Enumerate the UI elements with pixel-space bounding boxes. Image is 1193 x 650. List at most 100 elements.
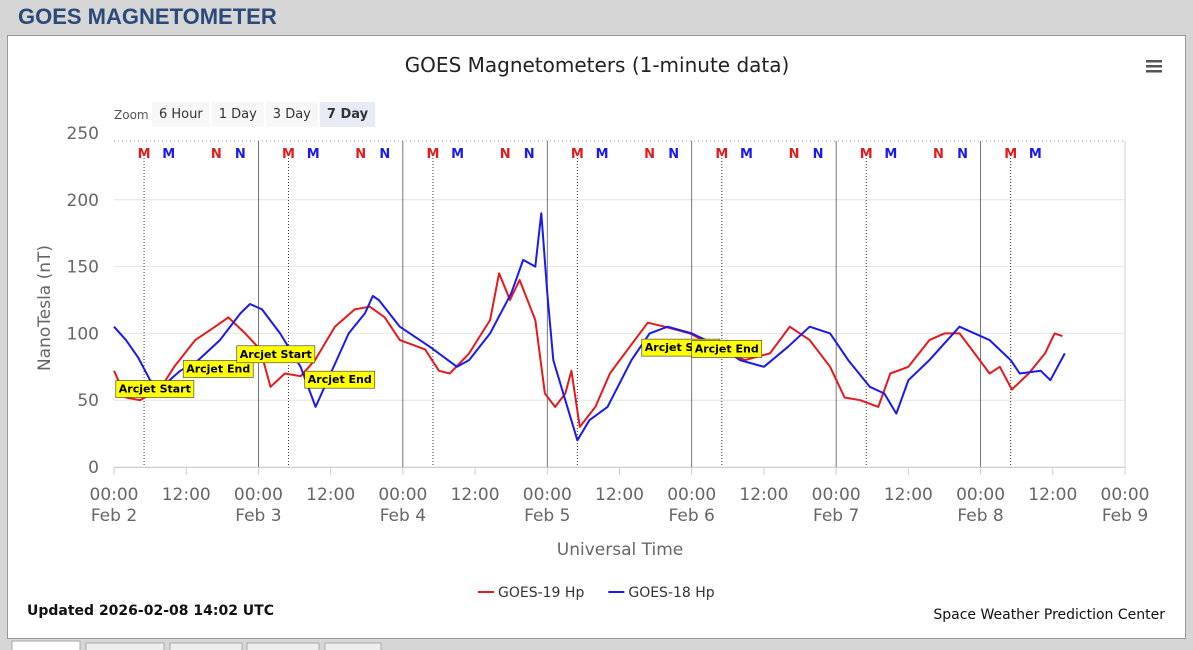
- page-title: GOES MAGNETOMETER: [18, 4, 277, 29]
- tab[interactable]: [324, 642, 382, 650]
- zoom-label: Zoom: [114, 108, 149, 122]
- marker-label: M: [596, 147, 609, 162]
- annotation-box: [236, 345, 316, 364]
- annotation-box: [182, 360, 254, 378]
- x-tick-label: 00:00: [90, 485, 139, 505]
- annotation: Arcjet End: [304, 370, 376, 389]
- tab[interactable]: [169, 642, 243, 650]
- zoom-button[interactable]: 1 Day: [211, 102, 264, 127]
- zoom-button[interactable]: 3 Day: [265, 102, 318, 127]
- y-tick-label: 200: [67, 191, 99, 211]
- x-tick-label: 00:00: [1101, 485, 1150, 505]
- marker-label: N: [668, 147, 679, 162]
- annotation-label: Arcjet Start: [119, 383, 191, 396]
- marker-label: M: [451, 147, 464, 162]
- menu-bar: [1146, 70, 1162, 73]
- x-tick-date: Feb 6: [669, 506, 715, 526]
- tab[interactable]: [246, 642, 320, 650]
- y-tick-label: 100: [67, 324, 99, 344]
- annotation: Arcjet Start: [236, 345, 316, 364]
- marker-label: N: [379, 147, 390, 162]
- x-tick-label: 12:00: [739, 485, 788, 505]
- chart-title: GOES Magnetometers (1-minute data): [405, 53, 790, 77]
- zoom-button-bg: [211, 102, 264, 127]
- marker-label: N: [813, 147, 824, 162]
- tab[interactable]: [11, 640, 81, 650]
- marker-label: M: [307, 147, 320, 162]
- panel: [7, 35, 1186, 639]
- x-tick-date: Feb 4: [380, 506, 426, 526]
- x-tick-date: Feb 8: [957, 506, 1003, 526]
- credit: Space Weather Prediction Center: [933, 607, 1165, 623]
- marker-label: M: [162, 147, 175, 162]
- x-tick-label: 00:00: [667, 485, 716, 505]
- marker-label: N: [524, 147, 535, 162]
- annotation-box: [115, 380, 195, 398]
- annotation: Arcjet End: [691, 340, 763, 358]
- y-tick-label: 50: [77, 391, 99, 411]
- tab[interactable]: [85, 642, 165, 650]
- marker-label: M: [860, 147, 873, 162]
- updated-note: Updated 2026-02-08 14:02 UTC: [27, 603, 274, 619]
- marker-label: M: [740, 147, 753, 162]
- menu-bar: [1146, 65, 1162, 68]
- marker-label: M: [884, 147, 897, 162]
- marker-label: N: [500, 147, 511, 162]
- x-tick-date: Feb 9: [1102, 506, 1148, 526]
- marker-label: M: [1029, 147, 1042, 162]
- legend-item[interactable]: GOES-18 Hp: [608, 585, 715, 601]
- x-tick-label: 00:00: [378, 485, 427, 505]
- marker-label: N: [933, 147, 944, 162]
- annotation-label: Arcjet Start: [240, 348, 312, 361]
- x-tick-date: Feb 3: [235, 506, 281, 526]
- x-tick-date: Feb 7: [813, 506, 859, 526]
- menu-button[interactable]: [1146, 60, 1162, 73]
- y-axis-title: NanoTesla (nT): [35, 245, 55, 371]
- x-tick-label: 12:00: [1028, 485, 1077, 505]
- zoom-button-bg: [265, 102, 318, 127]
- marker-label: M: [715, 147, 728, 162]
- x-tick-date: Feb 5: [524, 506, 570, 526]
- zoom-button[interactable]: 7 Day: [319, 102, 376, 127]
- zoom-button-bg: [319, 102, 376, 127]
- annotation-label: Arcjet End: [695, 342, 759, 355]
- x-tick-label: 12:00: [451, 485, 500, 505]
- marker-label: M: [426, 147, 439, 162]
- legend-item[interactable]: GOES-19 Hp: [478, 585, 584, 601]
- x-axis-title: Universal Time: [557, 540, 683, 560]
- marker-label: M: [571, 147, 584, 162]
- y-tick-label: 0: [88, 458, 99, 478]
- x-tick-label: 00:00: [523, 485, 572, 505]
- x-tick-label: 12:00: [306, 485, 355, 505]
- zoom-button-label: 6 Hour: [159, 107, 203, 122]
- marker-label: N: [211, 147, 222, 162]
- marker-label: N: [355, 147, 366, 162]
- x-tick-label: 00:00: [956, 485, 1005, 505]
- marker-label: N: [235, 147, 246, 162]
- annotation: Arcjet Start: [115, 380, 195, 398]
- zoom-button-label: 7 Day: [327, 107, 369, 122]
- legend-label: GOES-18 Hp: [628, 585, 714, 601]
- zoom-button-label: 3 Day: [273, 107, 311, 122]
- menu-bar: [1146, 60, 1162, 63]
- marker-label: M: [1004, 147, 1017, 162]
- annotation: Arcjet End: [182, 360, 254, 378]
- marker-label: M: [282, 147, 295, 162]
- y-tick-label: 150: [67, 258, 99, 278]
- x-tick-label: 00:00: [234, 485, 283, 505]
- x-tick-label: 12:00: [884, 485, 933, 505]
- marker-label: M: [138, 147, 151, 162]
- zoom-button[interactable]: 6 Hour: [152, 102, 210, 127]
- x-tick-label: 12:00: [162, 485, 211, 505]
- marker-label: N: [644, 147, 655, 162]
- x-tick-label: 12:00: [595, 485, 644, 505]
- zoom-button-label: 1 Day: [219, 107, 257, 122]
- series-line: [113, 212, 1066, 442]
- legend-label: GOES-19 Hp: [498, 585, 584, 601]
- y-tick-label: 250: [67, 124, 99, 144]
- zoom-button-bg: [152, 102, 210, 127]
- annotation-label: Arcjet End: [186, 362, 250, 375]
- marker-label: N: [957, 147, 968, 162]
